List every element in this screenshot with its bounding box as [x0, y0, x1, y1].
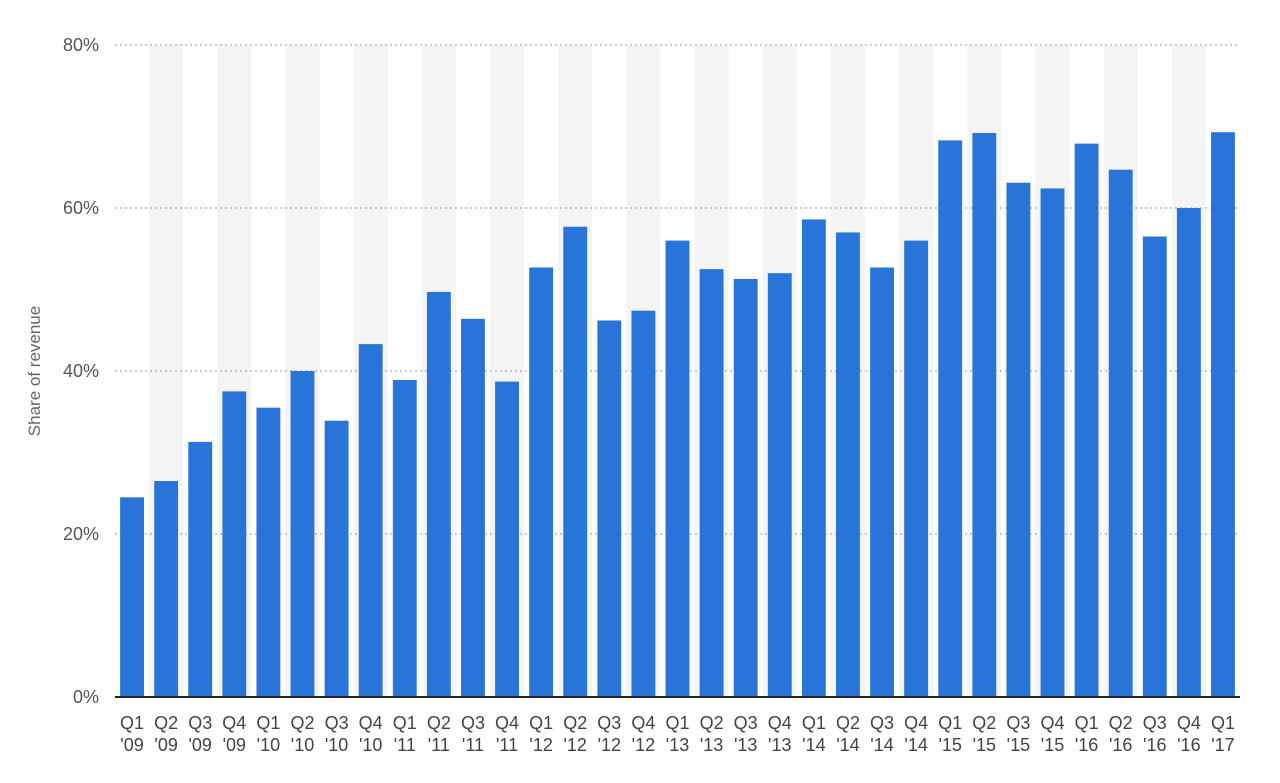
- x-tick-label: Q4'14: [904, 713, 928, 755]
- bar[interactable]: [188, 441, 213, 697]
- x-tick-label: Q4'11: [495, 713, 519, 755]
- bars-group: [120, 132, 1235, 698]
- bar[interactable]: [222, 391, 247, 697]
- x-tick-label: Q2'09: [154, 713, 178, 755]
- x-tick-label: Q3'11: [461, 713, 485, 755]
- x-tick-label: Q3'10: [325, 713, 349, 755]
- bar[interactable]: [733, 278, 758, 697]
- bar[interactable]: [120, 497, 144, 697]
- x-tick-label: Q2'15: [972, 713, 996, 755]
- x-axis-labels: Q1'09 Q2'09 Q3'09 Q4'09 Q1'10 Q2'10 Q3'10 Q4'10…: [120, 713, 1235, 755]
- x-tick-label: Q2'11: [427, 713, 451, 755]
- bar[interactable]: [938, 140, 963, 698]
- bar[interactable]: [358, 344, 383, 697]
- bar[interactable]: [256, 407, 281, 697]
- y-axis-ticks: 0% 20% 40% 60% 80%: [63, 35, 99, 707]
- x-tick-label: Q3'14: [870, 713, 894, 755]
- x-tick-label: Q3'16: [1143, 713, 1167, 755]
- bar[interactable]: [324, 420, 349, 697]
- y-tick-label: 40%: [63, 361, 99, 381]
- bar[interactable]: [392, 379, 417, 697]
- bar[interactable]: [495, 381, 519, 697]
- x-tick-label: Q1'16: [1075, 713, 1099, 755]
- bar[interactable]: [461, 318, 485, 697]
- bar[interactable]: [767, 273, 792, 697]
- x-tick-label: Q4'10: [359, 713, 383, 755]
- bar[interactable]: [529, 267, 554, 697]
- x-tick-label: Q4'09: [222, 713, 246, 755]
- bar[interactable]: [563, 226, 588, 697]
- x-tick-label: Q3'15: [1006, 713, 1030, 755]
- x-tick-label: Q3'09: [188, 713, 212, 755]
- bar[interactable]: [1211, 132, 1235, 697]
- x-tick-label: Q4'16: [1177, 713, 1201, 755]
- x-tick-label: Q2'16: [1109, 713, 1133, 755]
- bar[interactable]: [801, 219, 826, 697]
- bar[interactable]: [631, 310, 656, 697]
- y-tick-label: 20%: [63, 524, 99, 544]
- bar[interactable]: [870, 267, 894, 697]
- bar[interactable]: [1108, 169, 1133, 697]
- x-tick-label: Q4'12: [631, 713, 655, 755]
- x-tick-label: Q3'12: [597, 713, 621, 755]
- bar[interactable]: [1074, 143, 1099, 698]
- bar[interactable]: [665, 240, 690, 697]
- x-tick-label: Q1'15: [938, 713, 962, 755]
- bar[interactable]: [904, 240, 929, 697]
- bar[interactable]: [1176, 208, 1201, 697]
- x-tick-label: Q1'14: [802, 713, 826, 755]
- bar[interactable]: [154, 481, 179, 697]
- y-axis-title: Share of revenue: [25, 306, 44, 436]
- x-tick-label: Q1'11: [393, 713, 417, 755]
- bar[interactable]: [426, 291, 451, 697]
- y-tick-label: 80%: [63, 35, 99, 55]
- bar[interactable]: [597, 320, 622, 697]
- x-tick-label: Q4'15: [1040, 713, 1064, 755]
- x-tick-label: Q2'10: [290, 713, 314, 755]
- bar[interactable]: [699, 269, 724, 697]
- x-tick-label: Q2'12: [563, 713, 587, 755]
- x-tick-label: Q1'09: [120, 713, 144, 755]
- bar[interactable]: [1006, 182, 1031, 698]
- bar[interactable]: [972, 133, 997, 697]
- bar[interactable]: [1040, 188, 1065, 697]
- bar[interactable]: [1142, 236, 1167, 697]
- x-tick-label: Q1'17: [1211, 713, 1235, 755]
- x-tick-label: Q1'12: [529, 713, 553, 755]
- x-tick-label: Q4'13: [768, 713, 792, 755]
- bar[interactable]: [290, 371, 315, 697]
- x-tick-label: Q2'14: [836, 713, 860, 755]
- x-tick-label: Q1'13: [665, 713, 689, 755]
- x-tick-label: Q3'13: [734, 713, 758, 755]
- y-tick-label: 60%: [63, 198, 99, 218]
- x-tick-label: Q1'10: [256, 713, 280, 755]
- bar[interactable]: [836, 232, 860, 697]
- y-tick-label: 0%: [73, 687, 99, 707]
- x-tick-label: Q2'13: [700, 713, 724, 755]
